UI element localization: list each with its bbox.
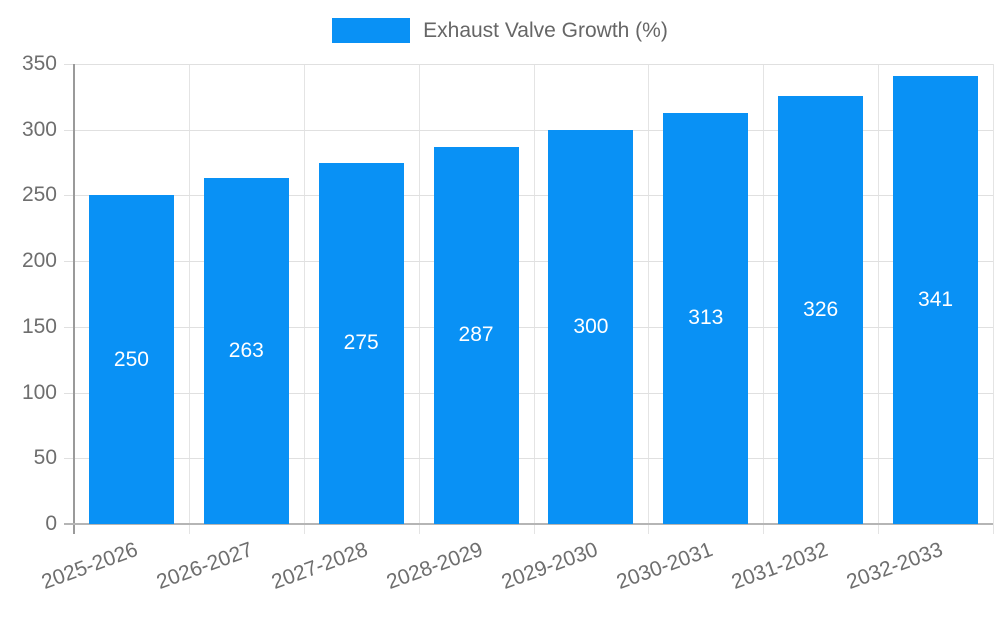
- y-axis-tick-label: 250: [21, 183, 57, 207]
- bar-2031-2032: [778, 95, 864, 524]
- horizontal-gridline: [64, 64, 993, 65]
- y-axis-tick-label: 100: [21, 380, 57, 404]
- plot-area: 0 50 100 150 200 250 300 350 250 2025-2026 263 2026…: [21, 52, 994, 594]
- bar-value-label: 313: [688, 306, 724, 330]
- bar-2029-2030: [548, 129, 634, 524]
- x-axis-line: [64, 523, 993, 525]
- y-axis-tick-label: 300: [21, 117, 57, 141]
- y-axis-tick-label: 350: [21, 52, 57, 75]
- bar-value-label: 300: [573, 314, 609, 338]
- y-axis-tick-label: 0: [45, 512, 57, 535]
- legend-label: Exhaust Valve Growth (%): [423, 18, 668, 42]
- y-axis-line: [73, 64, 75, 534]
- vertical-gridline: [648, 64, 650, 534]
- horizontal-gridline: [64, 392, 993, 394]
- y-axis-tick-label: 200: [21, 249, 57, 273]
- bar-value-label: 326: [803, 297, 839, 321]
- bar-2025-2026: [88, 195, 174, 524]
- vertical-gridline: [303, 64, 305, 534]
- bar-chart: Exhaust Valve Growth (%) 0 50 100 150 200 250…: [0, 18, 1000, 594]
- vertical-gridline: [418, 64, 420, 534]
- horizontal-gridline: [64, 129, 993, 131]
- bar-value-label: 287: [458, 323, 494, 347]
- vertical-gridline: [993, 64, 994, 534]
- bar-value-label: 250: [113, 347, 149, 371]
- bar-value-label: 341: [918, 287, 954, 311]
- vertical-gridline: [878, 64, 880, 534]
- horizontal-gridline: [64, 195, 993, 197]
- legend-item[interactable]: Exhaust Valve Growth (%): [332, 18, 668, 43]
- chart-legend: Exhaust Valve Growth (%): [0, 18, 1000, 43]
- horizontal-gridline: [64, 458, 993, 460]
- vertical-gridline: [763, 64, 765, 534]
- bar-2028-2029: [433, 146, 519, 524]
- bar-2032-2033: [893, 75, 979, 524]
- y-axis-tick-label: 50: [33, 446, 57, 470]
- horizontal-gridline: [64, 326, 993, 328]
- vertical-gridline: [533, 64, 535, 534]
- bar-value-label: 263: [228, 339, 264, 363]
- bar-2030-2031: [663, 112, 749, 524]
- horizontal-gridline: [64, 261, 993, 263]
- legend-swatch-icon: [332, 18, 411, 43]
- bar-2026-2027: [203, 178, 289, 524]
- bar-2027-2028: [318, 162, 404, 524]
- vertical-gridline: [188, 64, 190, 534]
- y-axis-tick-label: 150: [21, 314, 57, 338]
- bar-value-label: 275: [343, 331, 379, 355]
